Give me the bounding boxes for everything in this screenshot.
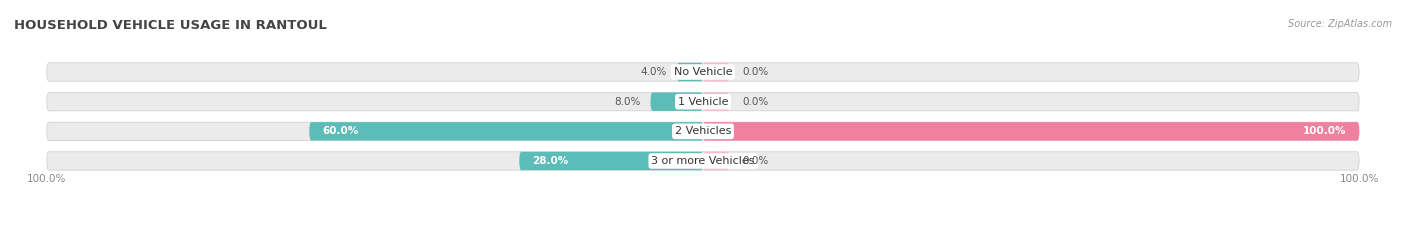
FancyBboxPatch shape: [519, 152, 703, 170]
FancyBboxPatch shape: [703, 122, 1360, 140]
Text: 0.0%: 0.0%: [742, 156, 769, 166]
Text: No Vehicle: No Vehicle: [673, 67, 733, 77]
FancyBboxPatch shape: [703, 152, 730, 170]
FancyBboxPatch shape: [309, 122, 703, 140]
Text: 60.0%: 60.0%: [322, 126, 359, 136]
Text: 100.0%: 100.0%: [1340, 174, 1379, 184]
FancyBboxPatch shape: [46, 63, 1360, 81]
Text: 1 Vehicle: 1 Vehicle: [678, 97, 728, 107]
FancyBboxPatch shape: [703, 93, 730, 111]
Legend: Owner-occupied, Renter-occupied: Owner-occupied, Renter-occupied: [591, 230, 815, 233]
FancyBboxPatch shape: [46, 93, 1360, 111]
FancyBboxPatch shape: [46, 152, 1360, 170]
FancyBboxPatch shape: [651, 93, 703, 111]
Text: 28.0%: 28.0%: [533, 156, 568, 166]
Text: 100.0%: 100.0%: [1302, 126, 1346, 136]
FancyBboxPatch shape: [46, 122, 1360, 140]
Text: Source: ZipAtlas.com: Source: ZipAtlas.com: [1288, 19, 1392, 29]
Text: 4.0%: 4.0%: [641, 67, 666, 77]
Text: HOUSEHOLD VEHICLE USAGE IN RANTOUL: HOUSEHOLD VEHICLE USAGE IN RANTOUL: [14, 19, 328, 32]
Text: 100.0%: 100.0%: [27, 174, 66, 184]
Text: 0.0%: 0.0%: [742, 97, 769, 107]
Text: 2 Vehicles: 2 Vehicles: [675, 126, 731, 136]
Text: 8.0%: 8.0%: [614, 97, 641, 107]
Text: 3 or more Vehicles: 3 or more Vehicles: [651, 156, 755, 166]
Text: 0.0%: 0.0%: [742, 67, 769, 77]
FancyBboxPatch shape: [703, 63, 730, 81]
FancyBboxPatch shape: [676, 63, 703, 81]
